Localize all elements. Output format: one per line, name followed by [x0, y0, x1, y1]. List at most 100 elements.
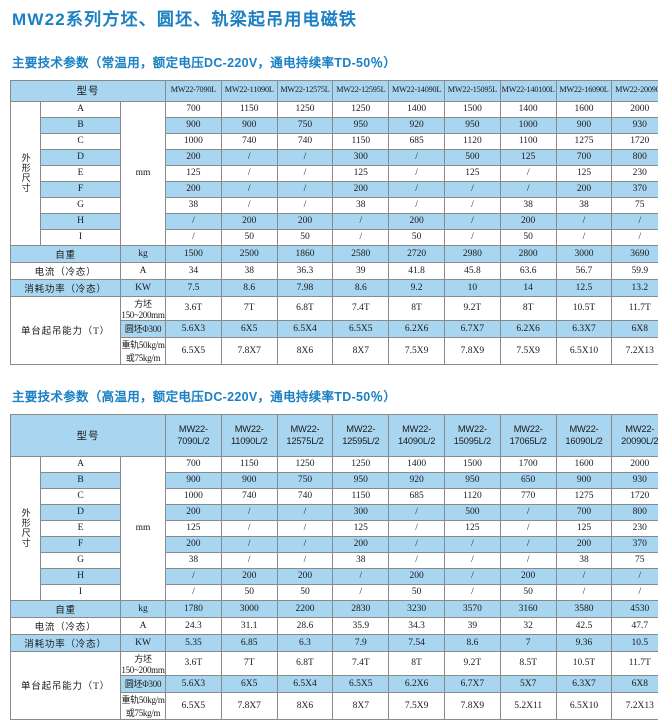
- dimension-value: 1000: [166, 133, 222, 149]
- current-cold-value: 59.9: [612, 262, 658, 279]
- capacity-square-billet-value: 7.4T: [333, 296, 389, 320]
- self-weight-value: 1860: [277, 245, 333, 262]
- dimension-value: 200: [556, 181, 612, 197]
- capacity-square-billet-value: 11.7T: [612, 651, 658, 675]
- dimension-value: /: [389, 149, 445, 165]
- dimension-value: /: [612, 213, 658, 229]
- dimension-value: /: [556, 229, 612, 245]
- dimension-value: /: [556, 584, 612, 600]
- dimension-value: 2000: [612, 456, 658, 472]
- power-cold-value: 5.35: [166, 634, 222, 651]
- dimension-value: 650: [500, 472, 556, 488]
- dimension-value: /: [500, 552, 556, 568]
- dimension-value: 300: [333, 504, 389, 520]
- dimension-value: 50: [389, 229, 445, 245]
- dimension-value: 700: [556, 149, 612, 165]
- dimension-value: 900: [556, 472, 612, 488]
- power-cold-value: 9.36: [556, 634, 612, 651]
- dimension-value: 900: [221, 117, 277, 133]
- dimension-value: 200: [389, 213, 445, 229]
- dimension-value: 1400: [389, 101, 445, 117]
- model-header-3: MW22-12575L: [277, 80, 333, 101]
- dimension-value: 125: [444, 520, 500, 536]
- capacity-square-billet-label: 方坯150~200mm: [121, 651, 166, 675]
- capacity-heavy-rail-value: 6.5X10: [556, 337, 612, 364]
- dimension-value: /: [612, 584, 658, 600]
- dimension-value: /: [166, 584, 222, 600]
- capacity-heavy-rail-value: 7.2X13: [612, 692, 658, 719]
- self-weight-value: 3230: [389, 600, 445, 617]
- dimension-letter-I: I: [41, 584, 121, 600]
- dimension-value: /: [444, 536, 500, 552]
- dimension-value: 50: [221, 229, 277, 245]
- dimension-value: 200: [333, 536, 389, 552]
- power-cold-value: 9.2: [389, 279, 445, 296]
- dimensions-group-label-text: 外形尺寸: [20, 153, 30, 193]
- dimension-value: /: [500, 536, 556, 552]
- capacity-square-billet-value: 11.7T: [612, 296, 658, 320]
- model-header-1: MW22-7090L: [166, 80, 222, 101]
- dimension-value: 1720: [612, 133, 658, 149]
- dimension-value: /: [444, 584, 500, 600]
- capacity-heavy-rail-label: 重轨50kg/m或75kg/m: [121, 692, 166, 719]
- dimension-value: 1120: [444, 133, 500, 149]
- model-header-9: MW22-20090L: [612, 80, 658, 101]
- capacity-round-billet-value: 6.7X7: [444, 675, 500, 692]
- capacity-heavy-rail-value: 8X6: [277, 692, 333, 719]
- capacity-round-billet-value: 6X8: [612, 675, 658, 692]
- capacity-square-billet-value: 10.5T: [556, 651, 612, 675]
- dimension-value: 1600: [556, 456, 612, 472]
- dimension-value: 1500: [444, 456, 500, 472]
- model-header-5: MW22-14090L/2: [389, 414, 445, 456]
- dimension-value: 75: [612, 197, 658, 213]
- capacity-group-label: 单台起吊能力（T）: [11, 296, 121, 364]
- dimension-value: /: [389, 504, 445, 520]
- current-cold-value: 39: [333, 262, 389, 279]
- section-title-high-temp: 主要技术参数（高温用，额定电压DC-220V，通电持续率TD-50％）: [10, 386, 648, 405]
- capacity-round-billet-value: 6.5X4: [277, 320, 333, 337]
- dimension-value: 200: [500, 568, 556, 584]
- dimension-value: 230: [612, 165, 658, 181]
- dimension-value: 1250: [333, 101, 389, 117]
- dimension-value: 900: [166, 117, 222, 133]
- dimension-value: 200: [333, 181, 389, 197]
- dimension-value: 38: [333, 552, 389, 568]
- power-cold-value: 14: [500, 279, 556, 296]
- dimension-value: 900: [221, 472, 277, 488]
- unit-kg-cell: kg: [121, 600, 166, 617]
- dimension-value: 2000: [612, 101, 658, 117]
- dimension-letter-A: A: [41, 456, 121, 472]
- power-cold-value: 12.5: [556, 279, 612, 296]
- capacity-round-billet-value: 6.2X6: [500, 320, 556, 337]
- dimension-value: 200: [389, 568, 445, 584]
- dimension-value: 1400: [500, 101, 556, 117]
- capacity-square-billet-value: 9.2T: [444, 651, 500, 675]
- dimension-value: 200: [277, 213, 333, 229]
- dimension-value: /: [389, 197, 445, 213]
- capacity-square-billet-value: 3.6T: [166, 651, 222, 675]
- model-header-4: MW22-12595L/2: [333, 414, 389, 456]
- dimension-value: 38: [556, 197, 612, 213]
- dimension-value: 125: [556, 520, 612, 536]
- dimension-value: 370: [612, 181, 658, 197]
- capacity-round-billet-value: 6.5X5: [333, 320, 389, 337]
- dimension-value: 1700: [500, 456, 556, 472]
- dimension-value: /: [277, 552, 333, 568]
- current-cold-label: 电流（冷态）: [11, 617, 121, 634]
- dimension-value: 38: [166, 552, 222, 568]
- capacity-square-billet-value: 6.8T: [277, 296, 333, 320]
- dimension-value: /: [612, 229, 658, 245]
- power-cold-value: 6.85: [221, 634, 277, 651]
- dimension-value: /: [277, 165, 333, 181]
- model-header-8: MW22-16090L: [556, 80, 612, 101]
- dimension-value: 200: [221, 568, 277, 584]
- dimension-value: /: [389, 165, 445, 181]
- dimension-value: 200: [277, 568, 333, 584]
- dimension-letter-G: G: [41, 197, 121, 213]
- current-cold-value: 28.6: [277, 617, 333, 634]
- dimension-letter-C: C: [41, 488, 121, 504]
- dimension-value: 200: [556, 536, 612, 552]
- model-header-9: MW22-20090L/2: [612, 414, 658, 456]
